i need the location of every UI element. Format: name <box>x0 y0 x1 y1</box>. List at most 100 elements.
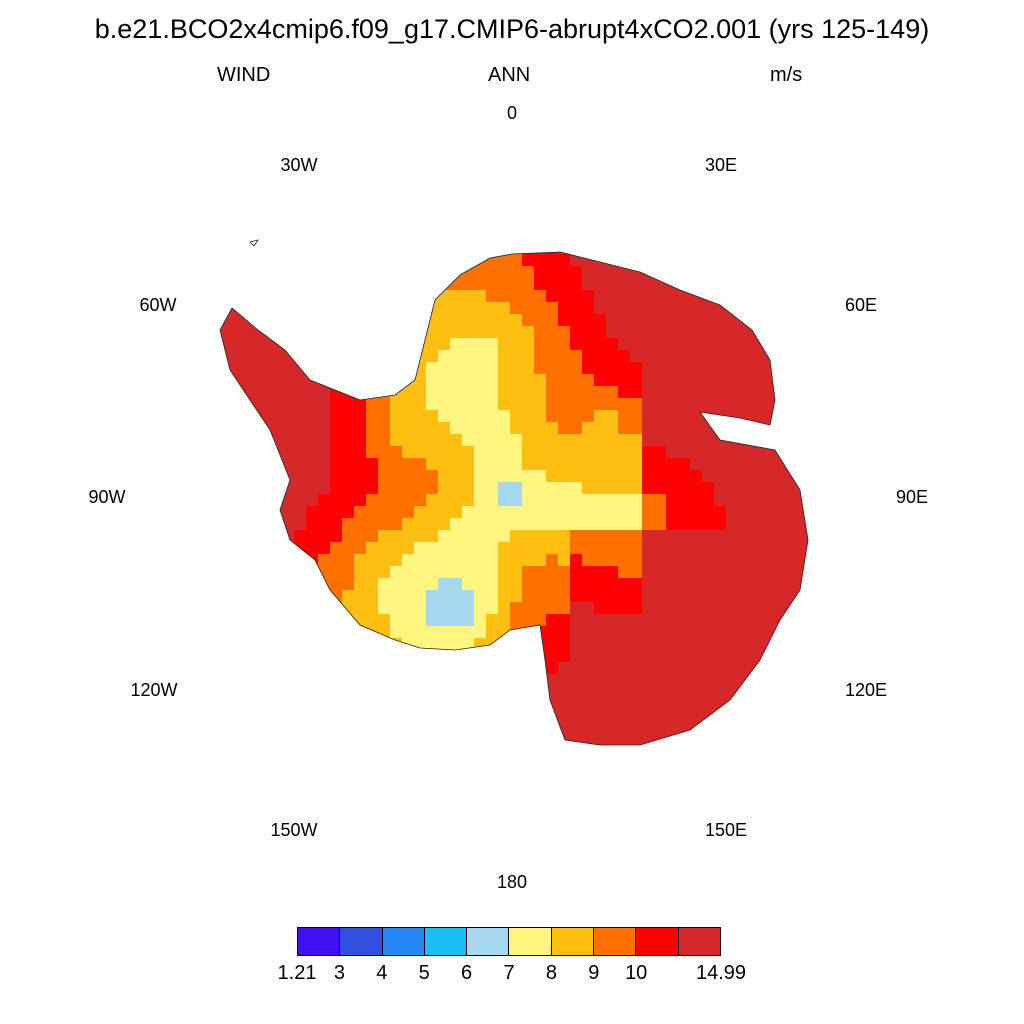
wind-grid-cell <box>702 566 715 579</box>
wind-grid-cell <box>606 686 619 699</box>
wind-grid-cell <box>654 278 667 291</box>
wind-grid-cell <box>678 530 691 543</box>
wind-grid-cell <box>378 314 391 327</box>
wind-grid-cell <box>474 266 487 279</box>
wind-grid-cell <box>474 722 487 735</box>
wind-grid-cell <box>630 410 643 423</box>
wind-grid-cell <box>606 422 619 435</box>
wind-grid-cell <box>570 458 583 471</box>
wind-grid-cell <box>342 290 355 303</box>
wind-grid-cell <box>222 614 235 627</box>
wind-grid-cell <box>666 614 679 627</box>
wind-grid-cell <box>366 734 379 745</box>
wind-grid-cell <box>474 530 487 543</box>
wind-grid-cell <box>282 518 295 531</box>
wind-grid-cell <box>666 590 679 603</box>
wind-grid-cell <box>678 482 691 495</box>
wind-grid-cell <box>774 350 787 363</box>
wind-grid-cell <box>798 602 808 615</box>
wind-grid-cell <box>390 710 403 723</box>
wind-grid-cell <box>234 626 247 639</box>
wind-grid-cell <box>714 362 727 375</box>
wind-grid-cell <box>366 674 379 687</box>
wind-grid-cell <box>630 398 643 411</box>
wind-grid-cell <box>666 482 679 495</box>
wind-grid-cell <box>534 638 547 651</box>
wind-grid-cell <box>714 386 727 399</box>
wind-grid-cell <box>666 698 679 711</box>
wind-grid-cell <box>426 650 439 663</box>
wind-grid-cell <box>306 314 319 327</box>
wind-grid-cell <box>318 626 331 639</box>
wind-grid-cell <box>570 386 583 399</box>
wind-grid-cell <box>534 434 547 447</box>
wind-grid-cell <box>378 674 391 687</box>
wind-grid-cell <box>810 614 823 627</box>
wind-grid-cell <box>222 686 235 699</box>
wind-grid-cell <box>738 626 751 639</box>
wind-grid-cell <box>258 626 271 639</box>
wind-grid-cell <box>786 554 799 567</box>
wind-grid-cell <box>810 590 823 603</box>
wind-grid-cell <box>546 686 559 699</box>
wind-grid-cell <box>366 350 379 363</box>
wind-grid-cell <box>246 734 259 745</box>
wind-grid-cell <box>534 674 547 687</box>
wind-grid-cell <box>534 252 547 255</box>
wind-grid-cell <box>450 278 463 291</box>
wind-grid-cell <box>726 446 739 459</box>
wind-grid-cell <box>606 446 619 459</box>
wind-grid-cell <box>642 614 655 627</box>
lon-label-120w: 120W <box>130 680 178 700</box>
wind-grid-cell <box>786 252 799 255</box>
wind-grid-cell <box>450 578 463 591</box>
wind-grid-cell <box>750 230 763 243</box>
wind-grid-cell <box>282 398 295 411</box>
wind-grid-cell <box>282 410 295 423</box>
wind-grid-cell <box>354 698 367 711</box>
wind-grid-cell <box>666 422 679 435</box>
wind-grid-cell <box>498 374 511 387</box>
wind-grid-cell <box>786 758 799 771</box>
wind-grid-cell <box>220 482 223 495</box>
wind-grid-cell <box>222 746 235 759</box>
wind-grid-cell <box>570 422 583 435</box>
wind-grid-cell <box>678 650 691 663</box>
wind-grid-cell <box>594 542 607 555</box>
wind-grid-cell <box>558 398 571 411</box>
wind-grid-cell <box>282 362 295 375</box>
wind-grid-cell <box>450 506 463 519</box>
wind-grid-cell <box>678 422 691 435</box>
wind-grid-cell <box>654 350 667 363</box>
wind-grid-cell <box>426 758 439 771</box>
wind-grid-cell <box>618 326 631 339</box>
wind-grid-cell <box>222 350 235 363</box>
wind-grid-cell <box>402 506 415 519</box>
wind-grid-cell <box>426 252 439 255</box>
wind-grid-cell <box>234 350 247 363</box>
wind-grid-cell <box>594 662 607 675</box>
wind-grid-cell <box>234 470 247 483</box>
wind-grid-cell <box>426 446 439 459</box>
wind-grid-cell <box>594 650 607 663</box>
wind-grid-cell <box>342 698 355 711</box>
wind-grid-cell <box>702 470 715 483</box>
wind-grid-cell <box>342 398 355 411</box>
wind-grid-cell <box>570 338 583 351</box>
wind-grid-cell <box>726 530 739 543</box>
wind-grid-cell <box>222 434 235 447</box>
wind-grid-cell <box>402 302 415 315</box>
wind-grid-cell <box>618 470 631 483</box>
wind-grid-cell <box>222 554 235 567</box>
wind-grid-cell <box>498 302 511 315</box>
wind-grid-cell <box>426 314 439 327</box>
wind-grid-cell <box>690 614 703 627</box>
wind-grid-cell <box>342 494 355 507</box>
wind-grid-cell <box>414 758 427 771</box>
wind-grid-cell <box>366 266 379 279</box>
wind-grid-cell <box>570 530 583 543</box>
wind-grid-cell <box>558 302 571 315</box>
wind-grid-cell <box>798 518 808 531</box>
wind-grid-cell <box>522 338 535 351</box>
wind-grid-cell <box>294 314 307 327</box>
